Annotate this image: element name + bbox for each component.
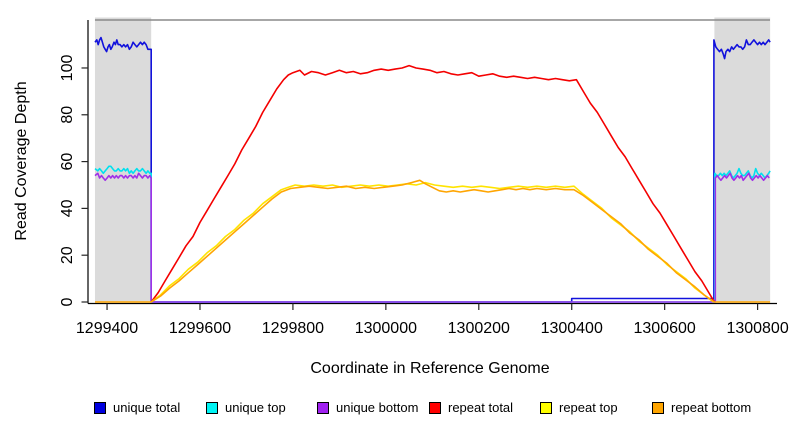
legend-label: repeat top xyxy=(559,400,618,415)
y-tick-label: 0 xyxy=(59,297,76,306)
legend-item-unique-total: unique total xyxy=(94,401,180,414)
series-repeat-total-line xyxy=(150,64,716,303)
legend-swatch-unique-bottom xyxy=(317,401,329,414)
masked-region-right xyxy=(714,17,771,302)
series-unique-bottom-line xyxy=(94,172,770,303)
x-tick-label: 1300000 xyxy=(355,320,417,337)
legend-swatch-repeat-top xyxy=(540,401,552,414)
legend-swatch-repeat-total xyxy=(429,401,441,414)
legend-label: unique top xyxy=(225,400,286,415)
legend-item-repeat-top: repeat top xyxy=(540,401,618,414)
x-tick-label: 1300600 xyxy=(634,320,696,337)
y-tick-label: 80 xyxy=(59,106,76,124)
x-axis-title: Coordinate in Reference Genome xyxy=(310,360,550,377)
legend-label: unique bottom xyxy=(336,400,419,415)
legend-item-repeat-total: repeat total xyxy=(429,401,513,414)
x-tick-label: 1300200 xyxy=(448,320,510,337)
legend-item-unique-bottom: unique bottom xyxy=(317,401,418,414)
x-tick-label: 1300400 xyxy=(541,320,603,337)
coverage-plot-canvas: 1299400 1299600 1299800 1300000 1300200 13004… xyxy=(59,17,789,337)
x-tick-label: 1299600 xyxy=(169,320,231,337)
y-axis-title: Read Coverage Depth xyxy=(13,81,30,241)
legend-label: unique total xyxy=(113,400,181,415)
series-repeat-top-line xyxy=(150,181,714,303)
masked-region-left xyxy=(94,17,152,302)
y-tick-label: 60 xyxy=(59,153,76,171)
legend-item-unique-top: unique top xyxy=(206,401,286,414)
legend-swatch-unique-total xyxy=(94,401,106,414)
y-tick-label: 100 xyxy=(59,55,76,82)
legend-label: repeat bottom xyxy=(671,400,752,415)
legend-item-repeat-bottom: repeat bottom xyxy=(652,401,751,414)
x-tick-label: 1299800 xyxy=(262,320,324,337)
y-tick-label: 20 xyxy=(59,246,76,264)
y-tick-label: 40 xyxy=(59,199,76,217)
series-repeat-bottom-line xyxy=(95,179,771,303)
x-tick-label: 1299400 xyxy=(76,320,138,337)
legend-swatch-repeat-bottom xyxy=(652,401,664,414)
legend-label: repeat total xyxy=(448,400,514,415)
x-tick-label: 1300800 xyxy=(726,320,788,337)
legend-swatch-unique-top xyxy=(206,401,218,414)
